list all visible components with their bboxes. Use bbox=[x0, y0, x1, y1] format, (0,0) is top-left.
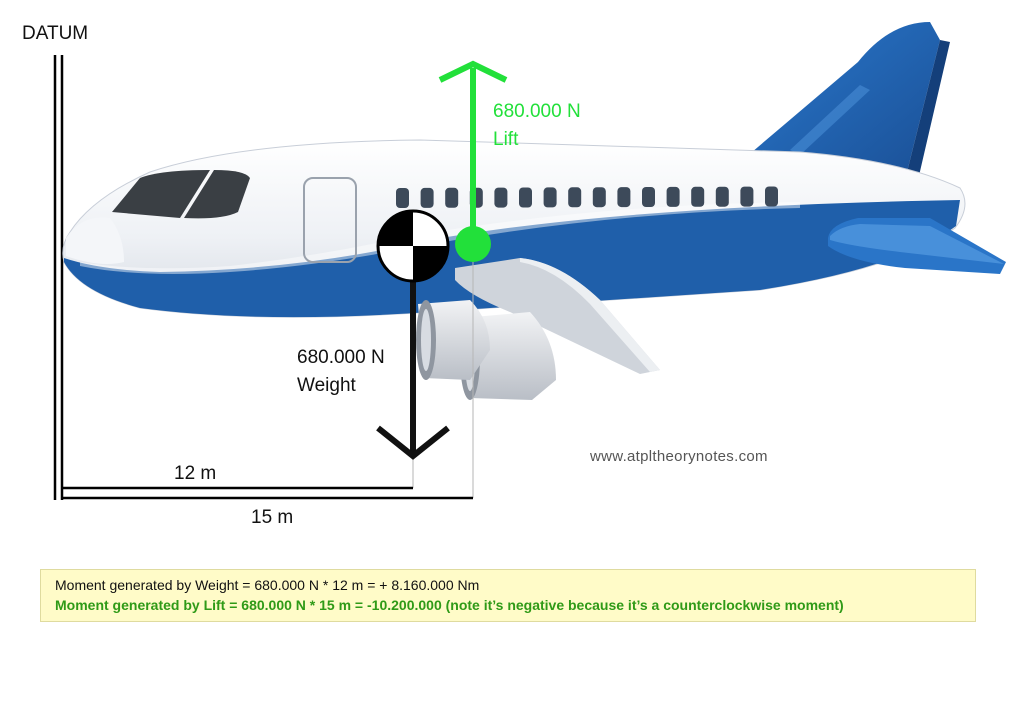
passenger-window bbox=[642, 187, 655, 207]
passenger-window bbox=[617, 187, 631, 208]
website-watermark: www.atpltheorynotes.com bbox=[590, 448, 768, 465]
fuselage bbox=[62, 139, 966, 318]
center-of-gravity-icon bbox=[376, 209, 450, 283]
passenger-window bbox=[666, 186, 680, 207]
weight-name-label: Weight bbox=[297, 375, 356, 396]
passenger-window bbox=[740, 186, 754, 207]
passenger-window bbox=[543, 187, 557, 208]
passenger-window bbox=[494, 187, 508, 208]
weight-moment-text: Moment generated by Weight = 680.000 N *… bbox=[55, 577, 480, 593]
lift-value-label: 680.000 N bbox=[493, 101, 581, 122]
vertical-tail bbox=[745, 22, 950, 180]
passenger-window bbox=[691, 186, 705, 207]
passenger-window bbox=[568, 187, 582, 208]
lift-arm-label: 15 m bbox=[251, 507, 294, 528]
lift-moment-text: Moment generated by Lift = 680.000 N * 1… bbox=[55, 597, 844, 613]
passenger-window bbox=[445, 187, 459, 208]
center-of-lift-icon bbox=[455, 226, 491, 262]
wing bbox=[455, 258, 660, 374]
passenger-window bbox=[715, 186, 729, 207]
horizontal-stabilizer bbox=[828, 218, 1006, 274]
lift-name-label: Lift bbox=[493, 129, 519, 150]
engine-front bbox=[416, 300, 490, 380]
passenger-window bbox=[765, 186, 778, 207]
passenger-window bbox=[519, 187, 532, 208]
passenger-window bbox=[396, 188, 409, 208]
lift-arrow bbox=[438, 60, 508, 244]
weight-arrow bbox=[376, 276, 450, 460]
datum-label: DATUM bbox=[22, 23, 89, 44]
weight-arm-label: 12 m bbox=[174, 463, 217, 484]
moment-calculation-box: Moment generated by Weight = 680.000 N *… bbox=[40, 569, 976, 622]
weight-value-label: 680.000 N bbox=[297, 347, 385, 368]
passenger-window bbox=[420, 187, 434, 208]
datum-line bbox=[53, 55, 64, 500]
passenger-window bbox=[592, 187, 606, 208]
passenger-windows bbox=[396, 186, 778, 208]
